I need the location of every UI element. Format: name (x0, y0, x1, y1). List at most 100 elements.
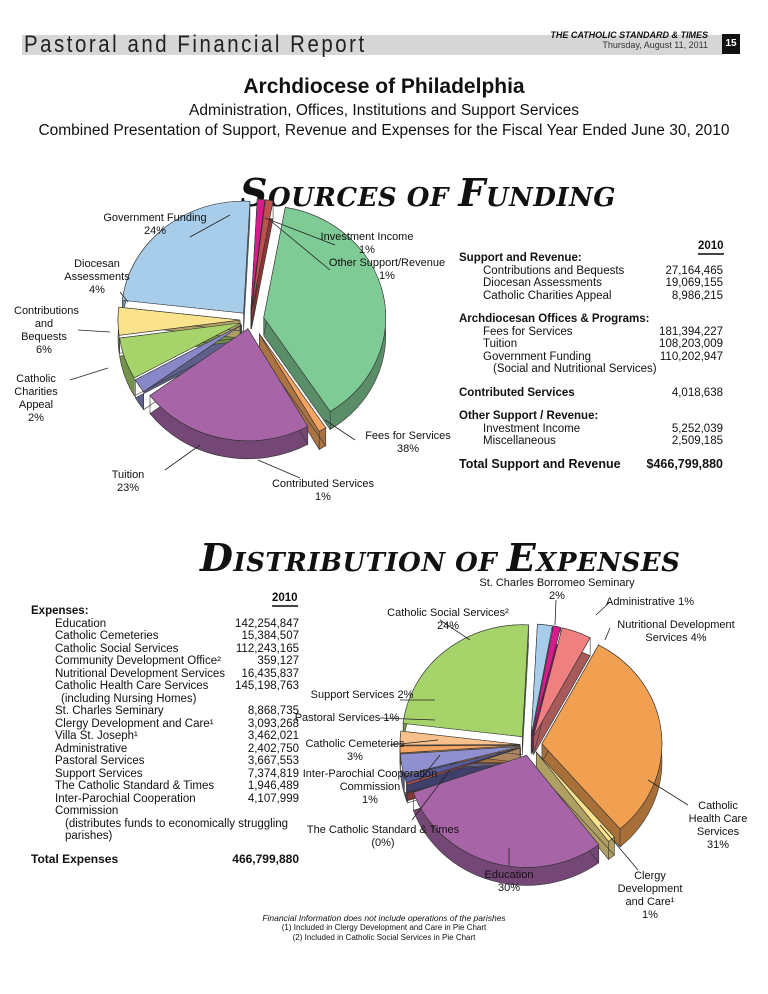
table-row: St. Charles Seminary 8,868,735 (55, 705, 299, 717)
leader-line (439, 619, 471, 641)
leader-line (77, 329, 111, 333)
pie-slice-side (259, 332, 327, 451)
leader-line (257, 459, 301, 479)
group-header: Archdiocesan Offices & Programs: (459, 313, 650, 325)
table-row: Contributed Services 4,018,638 (459, 386, 723, 399)
pie-slice-contributed-services (259, 333, 327, 432)
header-bar (22, 35, 722, 55)
publication-info: THE CATHOLIC STANDARD & TIMES Thursday, … (550, 30, 708, 50)
pie-slice-fees-for-services (263, 206, 386, 412)
expenses-year: 2010 (272, 592, 298, 607)
table-row: Contributions and Bequests 27,164,465 (483, 264, 723, 277)
footnotes: Financial Information does not include o… (0, 913, 768, 943)
table-row: Government Funding 110,202,947 (483, 350, 723, 363)
label-catholic-social-services: Catholic Social Services² 24% (387, 607, 509, 632)
pie-slice-catholic-cemeteries (400, 746, 521, 776)
leader-line (271, 221, 331, 271)
expenses-table: Expenses: Education 142,254,847 Catholic C… (31, 605, 299, 865)
row-note: (Social and Nutritional Services) (493, 363, 657, 375)
table-row: Miscellaneous 2,509,185 (483, 435, 723, 447)
pie-slice-clergy-development-and-care- (536, 751, 615, 842)
label-clergy: Clergy Development and Care¹ 1% (617, 870, 683, 921)
footnote: (2) Included in Catholic Social Services… (292, 933, 476, 942)
pie-slice-catholic-charities-appeal (134, 324, 242, 393)
leader-line (599, 824, 639, 871)
pie-slice-diocesan-assessments (117, 306, 241, 336)
pie-slice-pastoral-services (399, 745, 521, 754)
pie-slice-side (134, 324, 242, 411)
leader-line (554, 599, 557, 626)
leader-line (119, 291, 129, 303)
leader-line (411, 769, 451, 821)
total-row: Total Expenses 466,799,880 (31, 851, 299, 866)
label-education: Education 30% (484, 869, 534, 894)
pie-slice-other-support-revenue (251, 199, 274, 312)
label-fees-for-services: Fees for Services 38% (365, 430, 451, 455)
leader-line (389, 739, 439, 746)
table-row: Support Services 7,374,819 (55, 767, 299, 780)
table-row: Clergy Development and Care¹ 3,093,268 (55, 717, 299, 730)
subtitle-2: Combined Presentation of Support, Revenu… (38, 122, 730, 139)
label-contributed-services: Contributed Services 1% (271, 478, 375, 503)
pie-slice-support-services (399, 730, 521, 746)
pie-slice-tuition (149, 328, 309, 442)
leader-line (604, 627, 611, 641)
page-number: 15 (722, 34, 740, 54)
label-catholic-charities: Catholic Charities Appeal 2% (14, 373, 58, 424)
table-row: Catholic Cemeteries 15,384,507 (55, 630, 299, 642)
subtitle-1: Administration, Offices, Institutions an… (189, 102, 579, 119)
table-row: Community Development Office² 359,127 (55, 655, 299, 667)
leader-line (264, 217, 336, 246)
leader-line (189, 214, 231, 238)
sources-heading: SOURCES OF FUNDING (240, 170, 616, 215)
pie-slice-investment-income (250, 198, 266, 312)
leader-line (69, 367, 109, 381)
label-health-care: Catholic Health Care Services 31% (688, 800, 748, 851)
leader-line (419, 754, 441, 781)
label-other-support: Other Support/Revenue 1% (328, 257, 446, 282)
label-ipcc: Inter-Parochial Cooperation Commission 1% (302, 768, 438, 806)
table-row: Inter-Parochial Cooperation Commission 4,… (55, 792, 299, 818)
table-row: Diocesan Assessments 19,069,155 (483, 277, 723, 289)
publication-date: Thursday, August 11, 2011 (602, 40, 708, 50)
table-row: Nutritional Development Services 16,435,8… (55, 667, 299, 680)
label-standard-times: The Catholic Standard & Times (0%) (306, 824, 460, 849)
leader-line (379, 717, 436, 721)
pie-slice-st-charles-borromeo-seminary (530, 623, 553, 737)
leader-line (164, 444, 201, 471)
pie-slice-nutritional-development-services (533, 627, 591, 737)
publication-name: THE CATHOLIC STANDARD & TIMES (550, 30, 708, 40)
pie-slice-the-catholic-standard-times (406, 747, 521, 786)
pie-slice-side (535, 751, 615, 861)
pie-slice-catholic-social-services- (402, 624, 529, 738)
label-pastoral-services: Pastoral Services 1% (294, 712, 400, 724)
section-header-title: Pastoral and Financial Report (24, 31, 367, 58)
sources-table: Support and Revenue: Contributions and B… (459, 252, 723, 470)
label-support-services: Support Services 2% (310, 689, 414, 701)
footnote: Financial Information does not include o… (262, 913, 506, 923)
table-row: Pastoral Services 3,667,553 (55, 755, 299, 767)
label-administrative: Administrative 1% (605, 596, 695, 608)
total-row: Total Support and Revenue $466,799,880 (459, 456, 723, 471)
pie-slice-catholic-health-care-services (541, 644, 663, 830)
label-nutritional: Nutritional Development Services 4% (617, 619, 735, 644)
leader-line (595, 601, 611, 616)
label-government-funding: Government Funding 24% (103, 212, 207, 237)
table-row: Tuition 108,203,009 (483, 338, 723, 350)
table-row: Fees for Services 181,394,227 (483, 325, 723, 338)
label-diocesan-assessments: Diocesan Assessments 4% (64, 258, 130, 296)
pie-slice-contributions-and-bequests (119, 322, 241, 379)
table-row: Villa St. Joseph¹ 3,462,021 (55, 730, 299, 742)
table-row: (distributes funds to economically strug… (65, 817, 289, 843)
label-investment-income: Investment Income 1% (320, 231, 414, 256)
table-row: Catholic Charities Appeal 8,986,215 (483, 289, 723, 302)
table-row: Investment Income 5,252,039 (483, 422, 723, 435)
sources-year: 2010 (698, 240, 724, 255)
table-row: (including Nursing Homes) (61, 692, 197, 705)
page-title: Archdiocese of Philadelphia (243, 75, 525, 98)
group-header: Expenses: (31, 605, 89, 617)
pie-slice-government-funding (122, 200, 251, 314)
pie-slice-administrative (531, 625, 562, 737)
table-row: Education 142,254,847 (55, 617, 299, 630)
